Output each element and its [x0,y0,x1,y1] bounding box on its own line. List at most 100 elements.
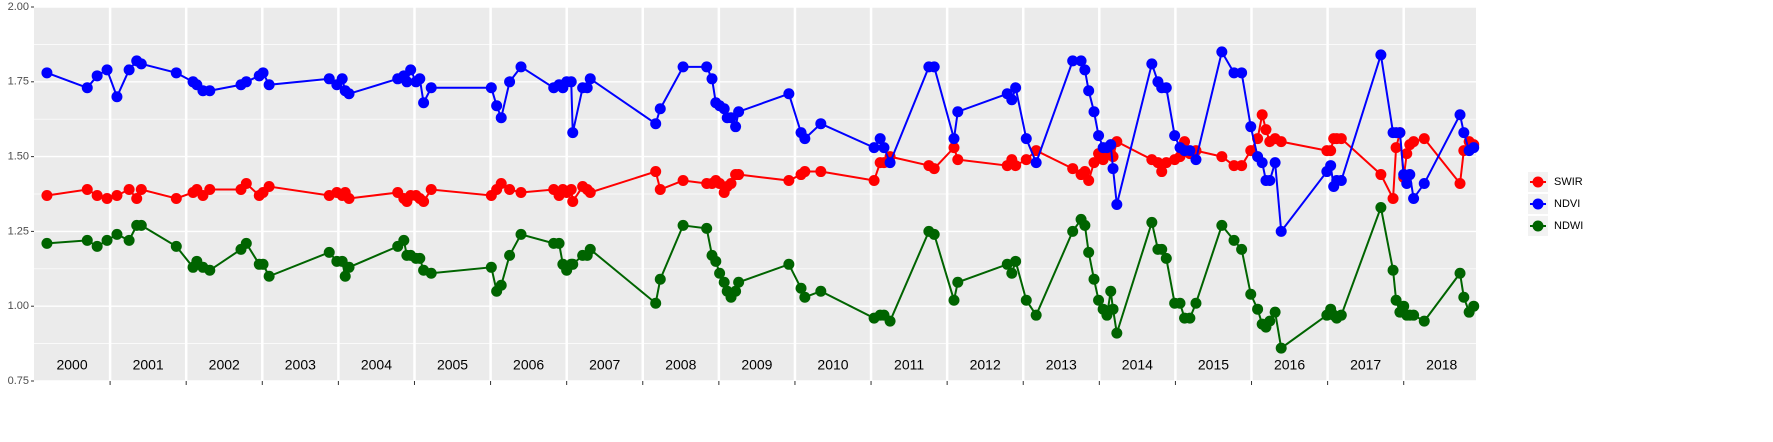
data-point [1335,133,1347,145]
data-point [91,70,103,82]
data-point [204,85,216,97]
data-point [815,166,827,178]
data-point [515,61,527,73]
data-point [1468,142,1480,154]
data-point [1454,267,1466,279]
data-point [718,103,730,115]
data-point [650,166,662,178]
data-point [41,67,53,79]
data-point [730,285,742,297]
data-point [336,73,348,85]
data-point [485,82,497,94]
data-point [485,261,497,273]
data-point [414,252,426,264]
data-point [718,276,730,288]
data-point [1269,157,1281,169]
data-point [783,258,795,270]
data-point [1030,309,1042,321]
year-label: 2008 [665,357,696,373]
data-point [1390,142,1402,154]
data-point [1216,219,1228,231]
data-point [81,82,93,94]
data-point [1275,136,1287,148]
data-point [504,184,516,196]
data-point [170,240,182,252]
data-point [948,142,960,154]
data-point [491,100,503,112]
data-point [263,181,275,193]
year-label: 2012 [970,357,1001,373]
data-point [1088,106,1100,118]
data-point [952,106,964,118]
data-point [701,222,713,234]
data-point [1216,151,1228,163]
data-point [701,61,713,73]
data-point [1107,303,1119,315]
data-point [1088,157,1100,169]
data-point [1156,166,1168,178]
data-point [418,195,430,207]
data-point [1236,243,1248,255]
data-point [495,112,507,124]
data-point [1083,246,1095,258]
data-point [81,234,93,246]
data-point [101,64,113,76]
data-point [783,175,795,187]
data-point [1190,154,1202,166]
data-point [204,264,216,276]
legend-point [1532,220,1544,232]
data-point [111,228,123,240]
data-point [733,276,745,288]
data-point [1083,175,1095,187]
data-point [1067,163,1079,175]
data-point [1216,46,1228,58]
data-point [714,267,726,279]
data-point [1006,94,1018,106]
data-point [398,234,410,246]
data-point [1030,157,1042,169]
data-point [515,228,527,240]
data-point [1408,136,1420,148]
data-point [1260,124,1272,136]
data-point [323,73,335,85]
year-label: 2007 [589,357,620,373]
data-point [725,112,737,124]
data-point [1454,178,1466,190]
data-point [868,142,880,154]
data-point [1228,234,1240,246]
data-point [1335,309,1347,321]
data-point [654,184,666,196]
data-point [1275,342,1287,354]
data-point [948,294,960,306]
data-point [1020,294,1032,306]
data-point [783,88,795,100]
data-point [1111,327,1123,339]
data-point [654,103,666,115]
data-point [504,76,516,88]
data-point [1160,82,1172,94]
data-point [1325,160,1337,172]
year-label: 2017 [1350,357,1381,373]
year-label: 2018 [1426,357,1457,373]
data-point [41,189,53,201]
data-point [135,219,147,231]
data-point [1468,300,1480,312]
data-point [948,133,960,145]
data-point [41,237,53,249]
data-point [815,285,827,297]
year-label: 2002 [209,357,240,373]
data-point [553,237,565,249]
y-tick-label: 1.25 [8,225,29,237]
data-point [1146,58,1158,70]
data-point [795,282,807,294]
data-point [343,192,355,204]
year-label: 2009 [741,357,772,373]
data-point [952,154,964,166]
data-point [123,64,135,76]
data-point [584,243,596,255]
data-point [1375,201,1387,213]
data-point [1375,49,1387,61]
data-point [1394,127,1406,139]
data-point [565,76,577,88]
